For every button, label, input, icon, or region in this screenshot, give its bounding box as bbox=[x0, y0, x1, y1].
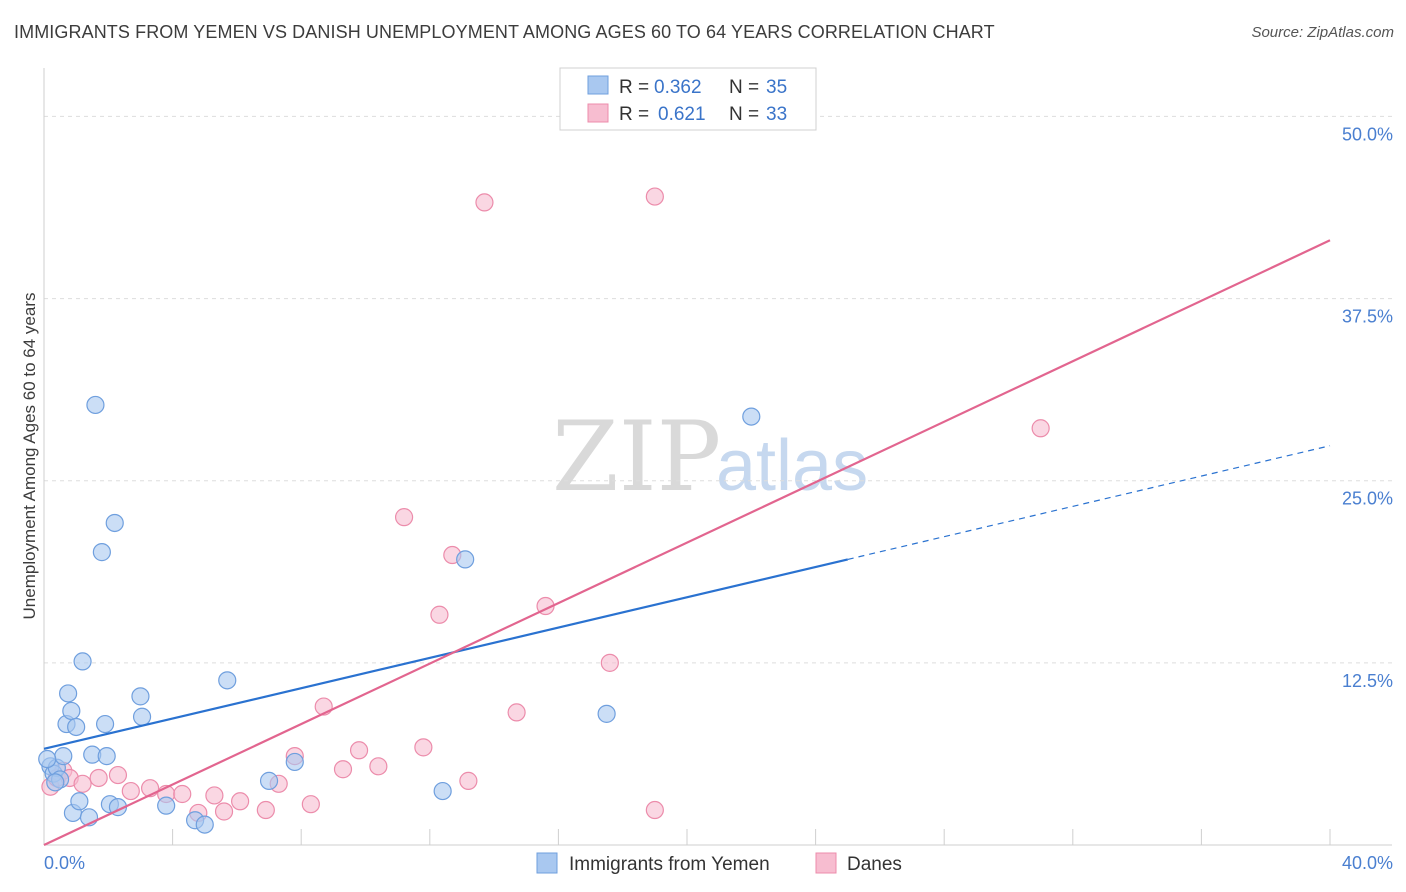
danes-point bbox=[430, 605, 449, 624]
yemen-point bbox=[38, 749, 57, 769]
legend-n-label-yemen: N = bbox=[729, 77, 759, 98]
danes-point bbox=[645, 187, 664, 206]
danes-points bbox=[41, 187, 1050, 823]
yemen-point bbox=[86, 395, 105, 415]
danes-point bbox=[214, 802, 234, 821]
danes-point bbox=[205, 786, 224, 805]
axes bbox=[43, 68, 1392, 846]
danes-point bbox=[108, 765, 128, 785]
legend-n-value-danes: 33 bbox=[766, 104, 787, 125]
bottom-legend-swatch-danes bbox=[815, 852, 837, 874]
danes-point bbox=[645, 800, 664, 820]
y-tick-label: 25.0% bbox=[1342, 489, 1393, 509]
danes-point bbox=[507, 703, 526, 722]
y-tick-labels: 12.5% 25.0% 37.5% 50.0% bbox=[1342, 124, 1393, 690]
yemen-point bbox=[131, 687, 150, 706]
yemen-point bbox=[46, 773, 65, 792]
danes-point bbox=[459, 771, 478, 790]
y-axis-title: Unemployment Among Ages 60 to 64 years bbox=[20, 293, 39, 620]
yemen-point bbox=[456, 550, 475, 569]
legend-r-value-yemen: 0.362 bbox=[654, 77, 702, 98]
yemen-point bbox=[62, 701, 81, 721]
watermark-zip: ZIP bbox=[552, 401, 721, 513]
yemen-point bbox=[433, 781, 452, 801]
danes-point bbox=[369, 757, 388, 776]
y-tick-label: 37.5% bbox=[1342, 307, 1393, 327]
danes-trendline bbox=[43, 239, 1331, 846]
y-tick-label: 12.5% bbox=[1342, 671, 1393, 691]
yemen-point bbox=[73, 652, 92, 671]
danes-point bbox=[333, 760, 353, 779]
yemen-trendline bbox=[43, 558, 849, 750]
x-tick-label-max: 40.0% bbox=[1342, 853, 1393, 873]
danes-point bbox=[173, 784, 192, 804]
yemen-points bbox=[38, 395, 761, 834]
source-credit: Source: ZipAtlas.com bbox=[1251, 24, 1394, 41]
yemen-point bbox=[70, 792, 89, 811]
danes-point bbox=[1031, 419, 1050, 438]
yemen-point bbox=[67, 717, 86, 737]
x-ticks bbox=[43, 829, 1331, 845]
bottom-legend-label-yemen: Immigrants from Yemen bbox=[569, 854, 770, 875]
yemen-point bbox=[218, 671, 237, 690]
yemen-point bbox=[597, 704, 616, 723]
danes-point bbox=[394, 508, 414, 527]
legend-n-label-danes: N = bbox=[729, 104, 759, 125]
yemen-point bbox=[132, 707, 152, 726]
yemen-point bbox=[59, 684, 78, 703]
grid-lines bbox=[44, 115, 1392, 664]
yemen-point bbox=[195, 815, 214, 834]
danes-point bbox=[231, 792, 250, 811]
legend-swatch-danes bbox=[587, 103, 609, 123]
yemen-point bbox=[54, 747, 73, 766]
yemen-point bbox=[157, 796, 176, 815]
legend-n-value-yemen: 35 bbox=[766, 77, 787, 98]
x-tick-label-min: 0.0% bbox=[44, 853, 85, 873]
danes-point bbox=[414, 738, 433, 757]
yemen-point bbox=[259, 771, 279, 790]
danes-point bbox=[600, 653, 619, 672]
danes-point bbox=[89, 768, 108, 788]
danes-point bbox=[256, 800, 275, 820]
legend-r-value-danes: 0.621 bbox=[658, 104, 706, 125]
yemen-point bbox=[95, 714, 115, 734]
danes-point bbox=[73, 774, 92, 793]
series-legend: Immigrants from Yemen Danes bbox=[536, 852, 902, 875]
legend-r-label-danes: R = bbox=[619, 104, 649, 125]
chart-title: IMMIGRANTS FROM YEMEN VS DANISH UNEMPLOY… bbox=[14, 22, 995, 42]
yemen-point bbox=[742, 407, 761, 426]
bottom-legend-label-danes: Danes bbox=[847, 854, 902, 875]
yemen-point bbox=[92, 543, 111, 562]
yemen-point bbox=[105, 513, 124, 533]
legend-swatch-yemen bbox=[587, 75, 609, 95]
danes-point bbox=[349, 741, 369, 760]
bottom-legend-swatch-yemen bbox=[536, 852, 558, 874]
y-tick-label: 50.0% bbox=[1342, 124, 1393, 144]
danes-point bbox=[475, 193, 494, 212]
correlation-legend: R = 0.362 N = 35 R = 0.621 N = 33 bbox=[559, 67, 817, 131]
yemen-trendline-extension bbox=[847, 445, 1331, 560]
trendlines bbox=[43, 239, 1331, 846]
danes-point bbox=[301, 795, 320, 814]
legend-r-label-yemen: R = bbox=[619, 77, 649, 98]
yemen-point bbox=[285, 752, 304, 772]
danes-point bbox=[121, 781, 140, 801]
yemen-point bbox=[97, 747, 116, 766]
